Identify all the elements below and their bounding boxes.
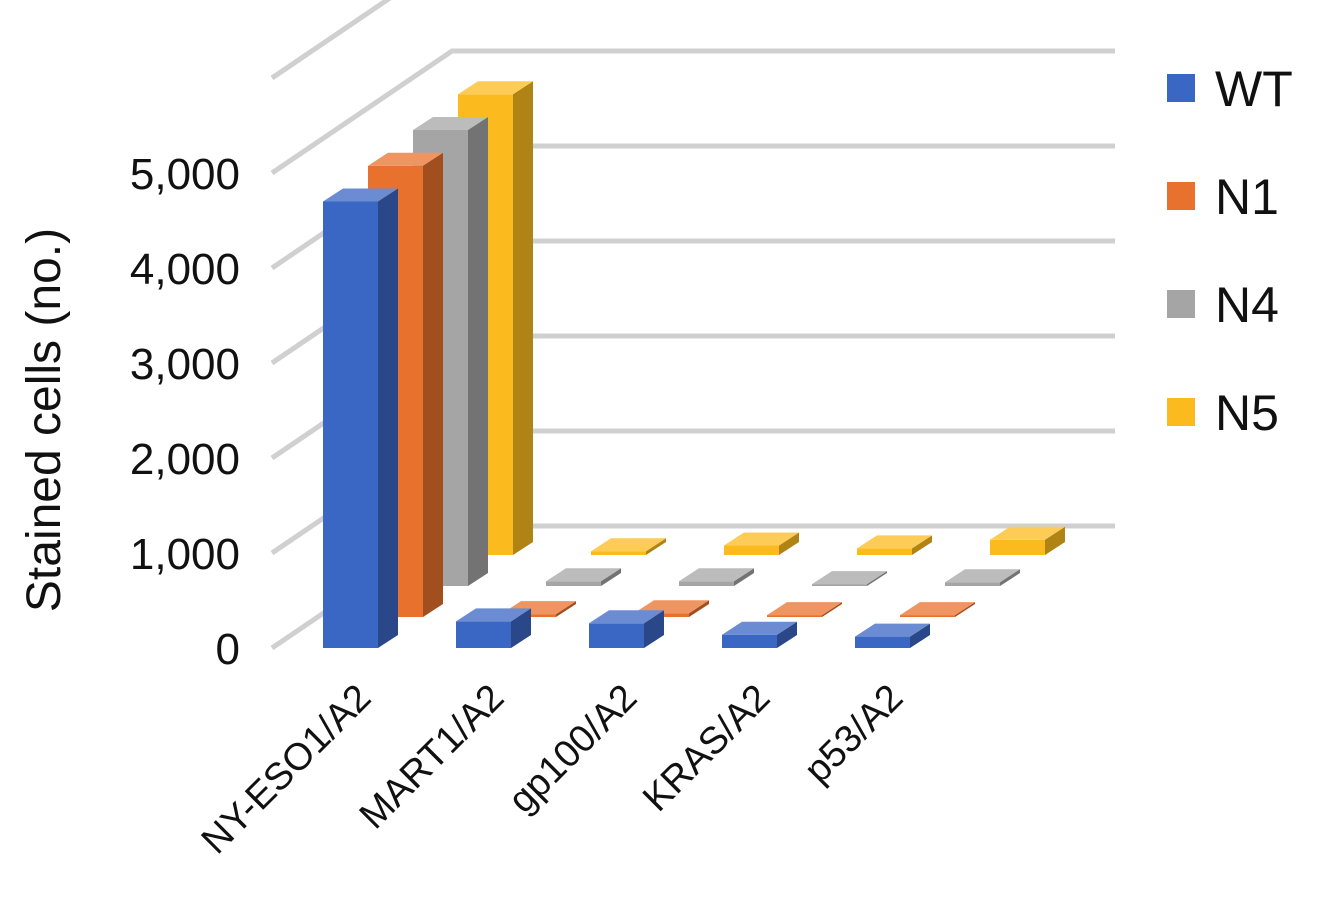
gridline — [270, 48, 1115, 176]
legend: WT N1 N4 N5 — [1167, 61, 1293, 441]
bar-front — [456, 621, 511, 648]
bar-front — [855, 636, 910, 648]
y-tick-label: 5,000 — [130, 150, 240, 199]
legend-swatch — [1167, 398, 1195, 426]
bar-side — [689, 600, 709, 617]
bar-front — [767, 615, 822, 617]
bar-side — [511, 608, 531, 648]
bar-side — [378, 188, 398, 648]
bar-front — [722, 634, 777, 648]
y-tick-label: 4,000 — [130, 245, 240, 294]
bar — [679, 568, 754, 586]
legend-swatch — [1167, 74, 1195, 102]
bar-side — [910, 623, 930, 648]
bar — [855, 623, 930, 648]
bar — [722, 621, 797, 648]
bar-front — [945, 582, 1000, 586]
bar — [945, 569, 1020, 586]
bar — [812, 571, 887, 586]
bar-side — [423, 152, 443, 617]
bar-side — [912, 535, 932, 555]
bar-top — [368, 152, 443, 166]
bar-top — [722, 621, 797, 635]
bar — [767, 602, 842, 617]
bar-side — [601, 568, 621, 586]
bar-front — [900, 615, 955, 617]
legend-label: N5 — [1215, 385, 1279, 441]
bar-side — [646, 538, 666, 555]
bar-front — [591, 551, 646, 555]
bar-side — [955, 602, 975, 617]
y-axis-title: Stained cells (no.) — [18, 228, 71, 612]
bar-top — [413, 117, 488, 130]
bar-side — [779, 532, 799, 555]
bar-top — [591, 538, 666, 552]
bar-top — [323, 188, 398, 202]
bar-top — [546, 568, 621, 582]
y-tick-label: 0 — [216, 625, 240, 674]
legend-label: N1 — [1215, 169, 1279, 225]
bar-side — [644, 610, 664, 648]
bar-top — [900, 602, 975, 616]
bar-front — [546, 581, 601, 586]
bar-side — [513, 81, 533, 555]
bar — [546, 568, 621, 586]
bar-front — [990, 539, 1045, 555]
bar-front — [857, 548, 912, 555]
legend-label: WT — [1215, 61, 1293, 117]
bar-side — [734, 568, 754, 586]
bar — [724, 532, 799, 555]
bar-top — [724, 532, 799, 546]
bar-top — [767, 602, 842, 616]
gridline-top — [270, 0, 392, 81]
bar-side — [867, 571, 887, 586]
bar-top — [945, 569, 1020, 583]
bar — [591, 538, 666, 555]
bar-top — [857, 535, 932, 549]
bar-top — [589, 610, 664, 624]
bar-side — [822, 602, 842, 617]
x-tick-label: KRAS/A2 — [635, 677, 778, 820]
bar — [990, 526, 1065, 555]
bar — [323, 188, 398, 648]
bar-top — [990, 526, 1065, 540]
legend-swatch — [1167, 182, 1195, 210]
x-tick-label: p53/A2 — [796, 677, 911, 792]
y-tick-label: 3,000 — [130, 340, 240, 389]
bar-top — [679, 568, 754, 582]
bar-top — [812, 571, 887, 585]
bar-top — [855, 623, 930, 637]
bar-side — [468, 117, 488, 586]
bar — [589, 610, 664, 648]
legend-swatch — [1167, 290, 1195, 318]
x-tick-label: gp100/A2 — [501, 677, 646, 822]
bar-front — [323, 201, 378, 648]
bar-front — [589, 623, 644, 648]
x-tick-label: NY-ESO1/A2 — [194, 677, 380, 863]
legend-label: N4 — [1215, 277, 1279, 333]
bar-top — [634, 600, 709, 614]
y-tick-labels: 0 1,000 2,000 3,000 4,000 5,000 — [130, 150, 240, 674]
bar — [857, 535, 932, 555]
y-tick-label: 1,000 — [130, 530, 240, 579]
bar-side — [777, 621, 797, 648]
bar-top — [456, 608, 531, 622]
x-tick-label: MART1/A2 — [352, 677, 513, 838]
bar-front — [724, 545, 779, 555]
bar-top — [458, 81, 533, 95]
bars — [323, 81, 1065, 648]
bar — [456, 608, 531, 648]
bar-front — [812, 584, 867, 586]
bar-side — [556, 601, 576, 617]
bar — [900, 602, 975, 617]
bar-side — [1045, 526, 1065, 555]
bar-front — [679, 581, 734, 586]
y-tick-label: 2,000 — [130, 435, 240, 484]
bar-side — [1000, 569, 1020, 586]
